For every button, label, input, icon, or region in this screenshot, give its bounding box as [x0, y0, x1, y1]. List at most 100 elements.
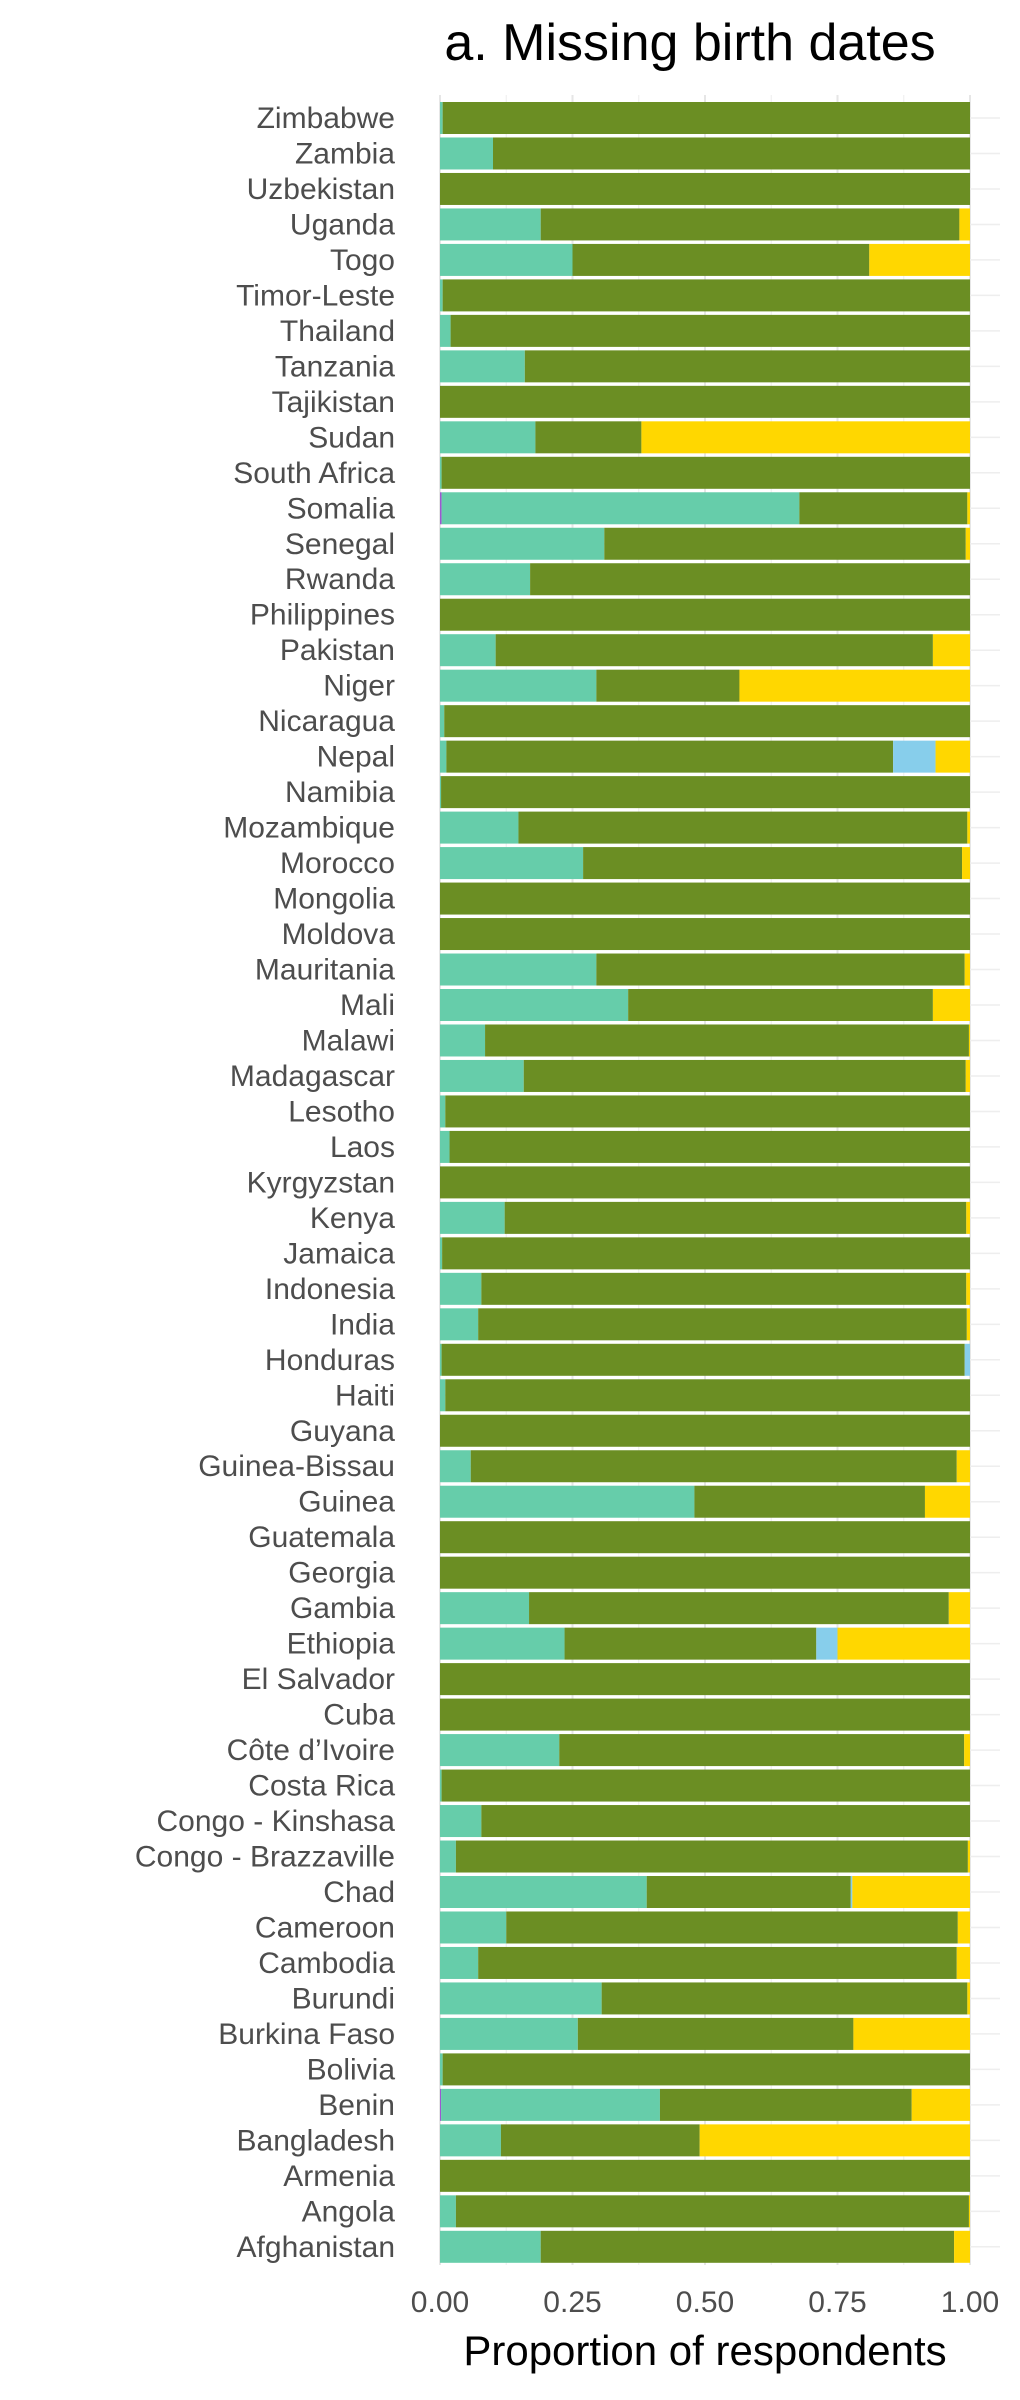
- bar-segment: [440, 1663, 970, 1696]
- category-label: Costa Rica: [248, 1770, 395, 1803]
- bar-segment: [440, 598, 970, 631]
- bar-segment: [441, 1343, 965, 1376]
- bar-segment: [440, 1592, 530, 1625]
- bar-segment: [440, 1450, 471, 1483]
- category-label: Burkina Faso: [218, 2018, 395, 2051]
- bar-segment: [596, 669, 740, 702]
- category-label: Angola: [302, 2195, 396, 2228]
- bar-segment: [440, 314, 451, 347]
- bar-segment: [440, 1308, 479, 1341]
- bar-segment: [440, 1130, 450, 1163]
- bar-segment: [440, 1166, 970, 1199]
- category-label: Honduras: [265, 1344, 395, 1377]
- bar-segment: [478, 1308, 967, 1341]
- bar-segment: [440, 2053, 443, 2086]
- bar-segment: [799, 492, 968, 525]
- bar-segment: [869, 243, 970, 276]
- bar-segment: [440, 740, 447, 773]
- bar-segment: [440, 2195, 456, 2228]
- bar-segment: [445, 1379, 970, 1412]
- category-label: El Salvador: [242, 1663, 395, 1696]
- bar-segment: [965, 1059, 970, 1092]
- bar-segment: [699, 2124, 970, 2157]
- category-label: Somalia: [287, 492, 396, 525]
- bar-segment: [440, 1485, 695, 1518]
- bar-segment: [837, 1627, 970, 1660]
- category-label: Mauritania: [255, 954, 395, 987]
- bar-segment: [481, 1272, 967, 1305]
- bar-segment: [659, 2088, 912, 2121]
- bar-segment: [440, 1272, 482, 1305]
- bar-segment: [935, 740, 970, 773]
- category-label: Bangladesh: [237, 2124, 395, 2157]
- bar-segment: [442, 102, 970, 134]
- category-label: Senegal: [285, 528, 395, 561]
- bar-segment: [440, 1521, 970, 1554]
- bar-segment: [440, 1769, 442, 1802]
- category-label: Chad: [323, 1876, 395, 1909]
- bar-segment: [442, 2053, 970, 2086]
- bar-segment: [506, 1911, 958, 1944]
- x-axis-title: Proportion of respondents: [463, 2327, 946, 2374]
- bar-segment: [446, 740, 894, 773]
- bar-segment: [440, 953, 597, 986]
- bar-segment: [967, 1840, 970, 1873]
- bar-segment: [450, 314, 971, 347]
- bar-segment: [440, 1379, 446, 1412]
- bar-segment: [440, 102, 443, 134]
- bar-segment: [583, 847, 963, 880]
- category-label: Thailand: [280, 315, 395, 348]
- x-tick-label: 0.00: [411, 2286, 469, 2319]
- bar-segment: [440, 1343, 442, 1376]
- bar-segment: [440, 847, 584, 880]
- bar-segment: [535, 421, 642, 454]
- bar-segment: [540, 2230, 955, 2263]
- category-label: Zambia: [295, 137, 395, 170]
- bar-segment: [440, 421, 536, 454]
- bar-segment: [628, 989, 933, 1021]
- category-label: Nepal: [317, 741, 395, 774]
- bar-segment: [596, 953, 965, 986]
- bar-segment: [850, 1876, 853, 1908]
- bar-segment: [964, 1343, 970, 1376]
- bar-segment: [441, 776, 970, 809]
- bars: [440, 102, 971, 2263]
- category-label: Moldova: [282, 918, 396, 951]
- category-label: Mongolia: [273, 883, 395, 916]
- bar-segment: [440, 1840, 456, 1873]
- bar-segment: [485, 1024, 969, 1057]
- bar-segment: [440, 563, 531, 596]
- bar-segment: [948, 1592, 970, 1625]
- category-label: Lesotho: [288, 1095, 395, 1128]
- bar-segment: [601, 1982, 968, 2015]
- bar-segment: [572, 243, 870, 276]
- bar-segment: [924, 1485, 970, 1518]
- category-label: Laos: [330, 1131, 395, 1164]
- bar-segment: [966, 1308, 970, 1341]
- x-tick-label: 0.25: [543, 2286, 601, 2319]
- bar-segment: [500, 2124, 700, 2157]
- bar-segment: [440, 1059, 524, 1092]
- bar-segment: [739, 669, 970, 702]
- bar-segment: [440, 1024, 486, 1057]
- bar-segment: [893, 740, 936, 773]
- category-label: Niger: [323, 670, 395, 703]
- category-label: Timor-Leste: [236, 279, 395, 312]
- category-label: Côte d’Ivoire: [227, 1734, 395, 1767]
- bar-segment: [445, 1095, 970, 1128]
- bar-segment: [478, 1946, 957, 1979]
- category-label: Uganda: [290, 208, 395, 241]
- bar-segment: [968, 2195, 970, 2228]
- category-label: Armenia: [283, 2160, 395, 2193]
- category-label: Guyana: [290, 1415, 395, 1448]
- bar-segment: [440, 1698, 970, 1731]
- category-label: Malawi: [302, 1024, 395, 1057]
- category-label: Cambodia: [258, 1947, 395, 1980]
- bar-segment: [524, 350, 970, 383]
- bar-segment: [932, 989, 970, 1021]
- bar-segment: [440, 1946, 479, 1979]
- bar-segment: [604, 527, 966, 560]
- category-label: Sudan: [308, 421, 395, 454]
- bar-segment: [441, 492, 800, 525]
- category-label: Cameroon: [255, 1911, 395, 1944]
